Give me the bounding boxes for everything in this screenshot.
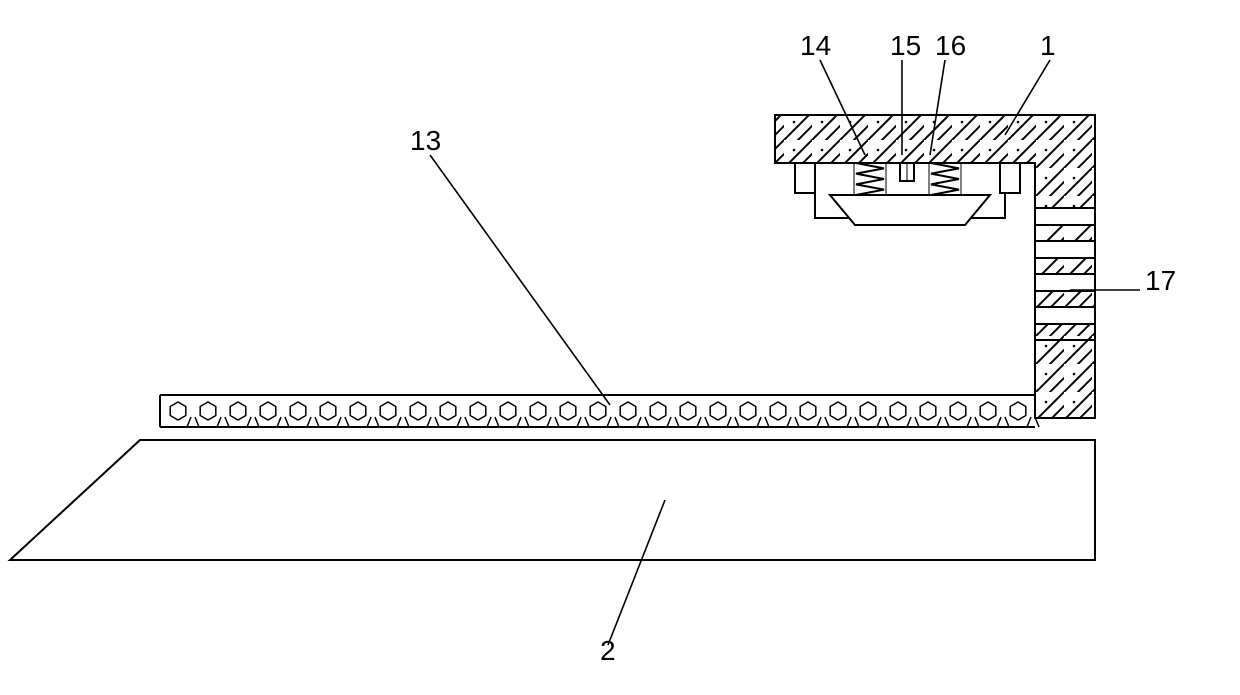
roller xyxy=(440,402,456,420)
roller xyxy=(650,402,666,420)
roller xyxy=(740,402,756,420)
label-l2: 2 xyxy=(600,635,616,666)
roller xyxy=(530,402,546,420)
roller xyxy=(500,402,516,420)
roller xyxy=(860,402,876,420)
label-l1: 1 xyxy=(1040,30,1056,61)
roller xyxy=(590,402,606,420)
roller xyxy=(320,402,336,420)
roller xyxy=(380,402,396,420)
roller xyxy=(290,402,306,420)
roller xyxy=(560,402,576,420)
lip-left xyxy=(795,163,815,193)
roller xyxy=(230,402,246,420)
roller xyxy=(410,402,426,420)
roller xyxy=(980,402,996,420)
roller xyxy=(830,402,846,420)
label-l13: 13 xyxy=(410,125,441,156)
vent-stripe-0 xyxy=(1035,225,1095,241)
label-l15: 15 xyxy=(890,30,921,61)
roller xyxy=(950,402,966,420)
label-l14: 14 xyxy=(800,30,831,61)
roller xyxy=(920,402,936,420)
vent-gap-1 xyxy=(1036,241,1094,258)
roller xyxy=(1010,402,1026,420)
roller xyxy=(470,402,486,420)
label-l17: 17 xyxy=(1145,265,1176,296)
vent-gap-0 xyxy=(1036,208,1094,225)
base xyxy=(10,440,1095,560)
vent-gap-3 xyxy=(1036,307,1094,324)
vent-gap-2 xyxy=(1036,274,1094,291)
roller xyxy=(800,402,816,420)
label-l16: 16 xyxy=(935,30,966,61)
roller xyxy=(680,402,696,420)
leader-l13 xyxy=(430,155,610,405)
roller xyxy=(770,402,786,420)
roller xyxy=(620,402,636,420)
tray xyxy=(830,195,990,225)
roller xyxy=(170,402,186,420)
roller xyxy=(350,402,366,420)
vent-stripe-3 xyxy=(1035,324,1095,340)
roller xyxy=(260,402,276,420)
roller xyxy=(890,402,906,420)
roller xyxy=(710,402,726,420)
roller xyxy=(200,402,216,420)
lip-right xyxy=(1000,163,1020,193)
vent-stripe-2 xyxy=(1035,291,1095,307)
vent-stripe-1 xyxy=(1035,258,1095,274)
